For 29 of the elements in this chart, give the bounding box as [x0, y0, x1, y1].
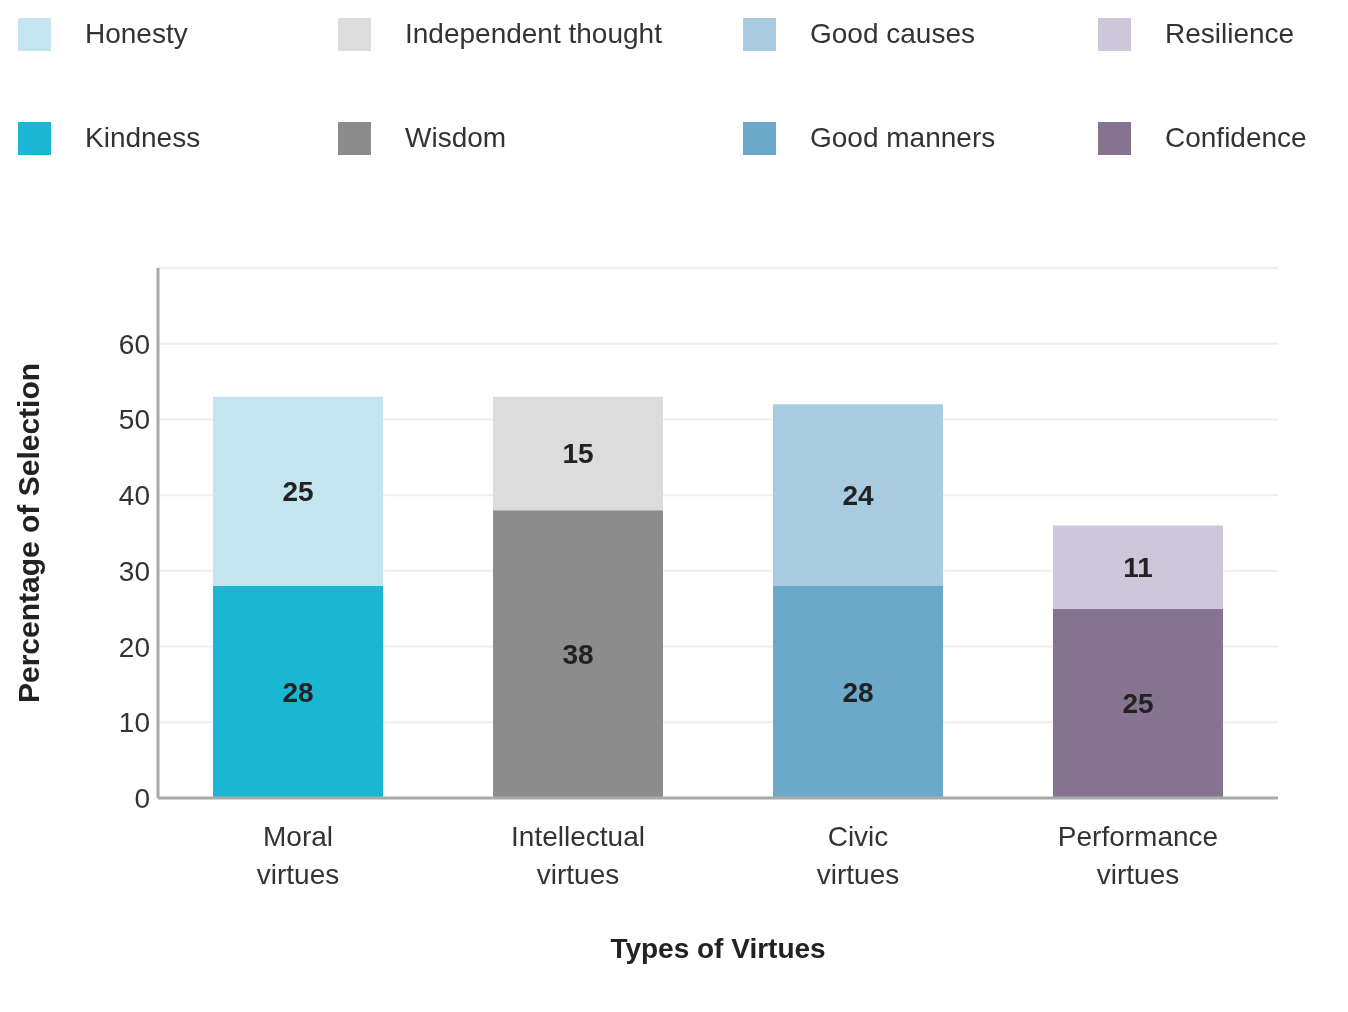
legend-label: Confidence	[1165, 122, 1307, 154]
x-tick-label: Civic virtues	[816, 821, 900, 890]
y-tick-label: 40	[118, 480, 150, 512]
y-tick-label: 10	[118, 707, 150, 739]
y-tick-label: 20	[118, 631, 150, 663]
data-label: 28	[842, 676, 874, 708]
legend-label: Good causes	[810, 18, 975, 50]
data-label: 11	[1123, 551, 1153, 583]
data-label: 38	[562, 638, 594, 670]
legend-label: Good manners	[810, 122, 996, 154]
legend-label: Wisdom	[405, 122, 507, 154]
legend-label: Honesty	[85, 18, 188, 50]
legend-label: Kindness	[85, 122, 201, 154]
data-label: 15	[562, 438, 594, 469]
y-tick-label: 30	[118, 555, 150, 587]
data-label: 25	[282, 475, 314, 507]
x-tick-label: Performance virtues	[1057, 821, 1219, 890]
x-tick-label: Intellectual virtues	[511, 821, 645, 890]
y-tick-label: 50	[118, 404, 150, 436]
x-tick-label: Moral virtues	[256, 821, 340, 890]
y-tick-label: 60	[118, 328, 150, 360]
legend-label: Resilience	[1165, 18, 1295, 50]
y-tick-label: 0	[134, 782, 150, 814]
data-label: 28	[282, 676, 314, 708]
data-label: 25	[1122, 687, 1154, 719]
y-axis-title: Percentage of Selection	[11, 362, 45, 704]
data-label: 24	[842, 479, 874, 511]
legend-label: Independent thought	[405, 18, 662, 50]
x-axis-title: Types of Virtues	[610, 932, 826, 964]
